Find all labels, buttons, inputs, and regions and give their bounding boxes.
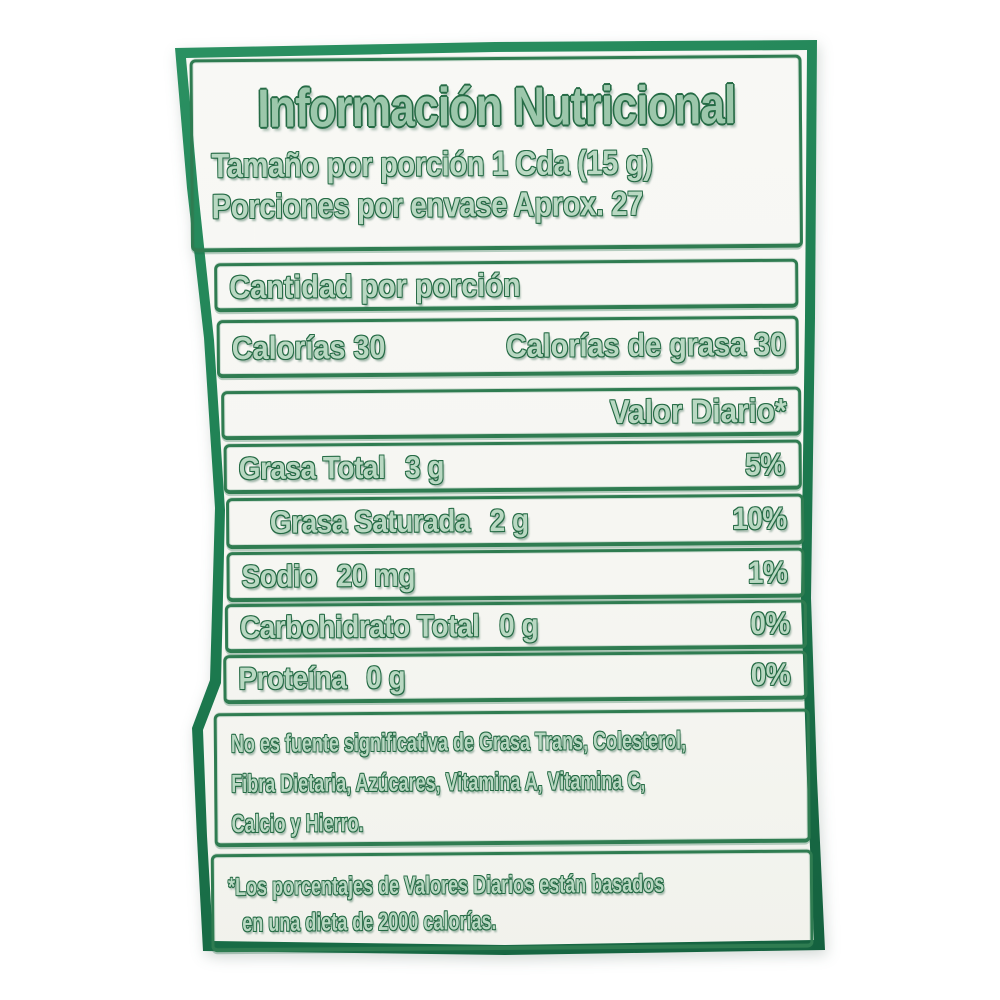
calories-label: Calorías: [231, 329, 346, 367]
nutrient-amount: 0 g: [499, 607, 539, 644]
daily-value-header-text: Valor Diario*: [609, 391, 787, 431]
nutrient-name-amount: Proteína 0 g: [238, 660, 405, 697]
amount-per-serving-section: Cantidad por porción: [214, 258, 799, 313]
nutrient-name: Grasa Saturada: [269, 503, 471, 540]
label-paper: [186, 50, 814, 945]
label-title: Información Nutricional: [205, 68, 786, 147]
label-content: Información Nutricional Tamaño por porci…: [161, 35, 838, 967]
nutrient-name: Carbohidrato Total: [239, 608, 480, 646]
calories-section: Calorías 30 Calorías de grasa 30: [216, 315, 800, 379]
nutrient-amount: 0 g: [366, 659, 406, 696]
nutrient-row-sodium: Sodio 20 mg 1%: [226, 547, 805, 603]
servings-per-container-text: Porciones por envase Aprox. 27: [211, 184, 644, 227]
nutrient-row-total-fat: Grasa Total 3 g 5%: [223, 439, 802, 495]
footnote-line-text: *Los porcentajes de Valores Diarios está…: [227, 869, 665, 902]
nutrient-name: Proteína: [238, 660, 347, 697]
footnote-line: *Los porcentajes de Valores Diarios está…: [228, 865, 800, 905]
footnote-line: en una dieta de 2000 calorías.: [228, 901, 800, 941]
footnote-line-text: Fibra Dietaria, Azúcares, Vitamina A, Vi…: [231, 766, 646, 799]
nutrient-row-saturated-fat: Grasa Saturada 2 g 10%: [225, 493, 805, 550]
footnote-daily-values-section: *Los porcentajes de Valores Diarios está…: [210, 849, 814, 953]
calories-from-fat-group: Calorías de grasa 30: [505, 326, 785, 365]
nutrient-daily-value: 0%: [750, 605, 791, 642]
nutrient-row-protein: Proteína 0 g 0%: [223, 650, 808, 705]
footnote-line-text: No es fuente significativa de Grasa Tran…: [230, 726, 687, 759]
calories-from-fat-value: 30: [753, 325, 786, 363]
footnote-not-significant-section: No es fuente significativa de Grasa Tran…: [213, 708, 811, 848]
nutrient-name-amount: Grasa Total 3 g: [239, 449, 445, 487]
footnote-line: Fibra Dietaria, Azúcares, Vitamina A, Vi…: [231, 760, 797, 804]
calories-value: 30: [353, 328, 386, 366]
label-title-text: Información Nutricional: [257, 75, 736, 139]
nutrient-amount: 2 g: [489, 502, 529, 539]
nutrient-name-amount: Carbohidrato Total 0 g: [240, 608, 538, 646]
nutrient-daily-value: 1%: [747, 554, 788, 590]
servings-per-container-line: Porciones por envase Aprox. 27: [206, 183, 786, 229]
nutrient-row-total-carbohydrate: Carbohidrato Total 0 g 0%: [224, 599, 808, 654]
nutrient-name-amount: Sodio 20 mg: [241, 557, 415, 594]
amount-per-serving-text: Cantidad por porción: [229, 266, 521, 305]
nutrient-name-amount: Grasa Saturada 2 g: [241, 503, 529, 541]
calories-from-fat-label: Calorías de grasa: [505, 326, 746, 364]
footnote-line: Calcio y Hierro.: [231, 800, 797, 844]
footnote-line: No es fuente significativa de Grasa Tran…: [231, 720, 797, 764]
nutrient-name: Grasa Total: [238, 449, 386, 486]
footnote-line-text: en una dieta de 2000 calorías.: [242, 907, 497, 938]
header-section: Información Nutricional Tamaño por porci…: [189, 54, 804, 253]
nutrient-daily-value: 0%: [750, 656, 791, 693]
calories-group: Calorías 30: [232, 329, 386, 367]
serving-size-line: Tamaño por porción 1 Cda (15 g): [205, 142, 785, 188]
nutrient-daily-value: 10%: [732, 500, 788, 537]
nutrition-label: Información Nutricional Tamaño por porci…: [165, 38, 835, 965]
nutrient-amount: 20 mg: [336, 557, 416, 593]
daily-value-header-section: Valor Diario*: [221, 386, 802, 441]
serving-size-text: Tamaño por porción 1 Cda (15 g): [211, 143, 653, 186]
nutrient-name: Sodio: [241, 557, 317, 594]
nutrient-amount: 3 g: [404, 448, 445, 485]
footnote-line-text: Calcio y Hierro.: [231, 809, 364, 839]
nutrient-daily-value: 5%: [745, 446, 785, 482]
